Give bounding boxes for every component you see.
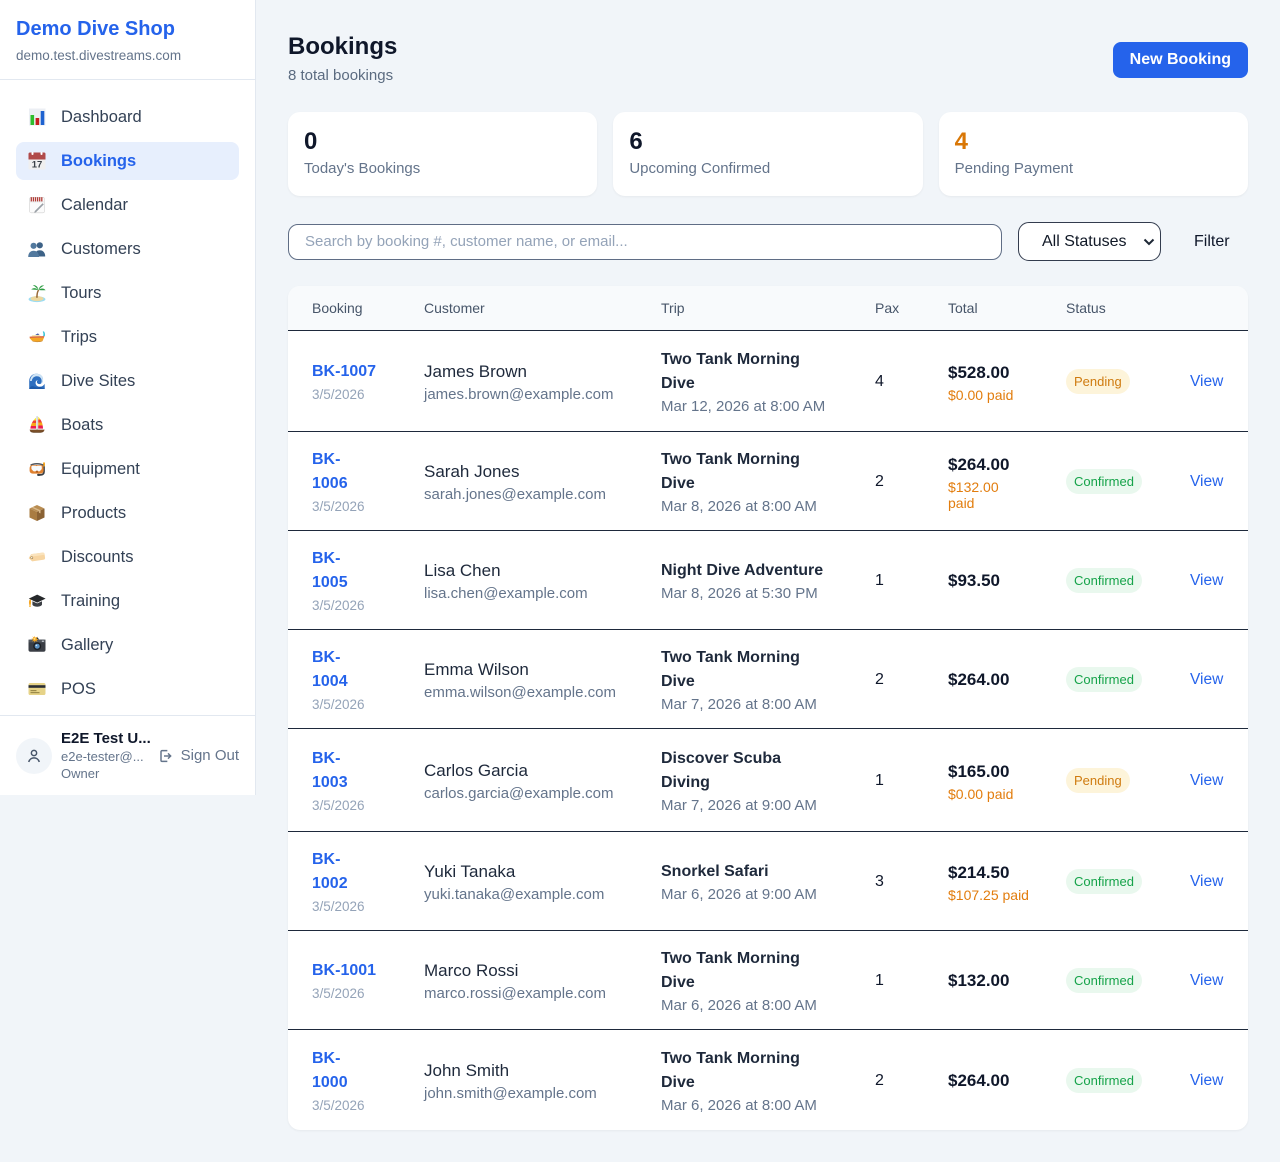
svg-text:17: 17	[32, 160, 43, 171]
